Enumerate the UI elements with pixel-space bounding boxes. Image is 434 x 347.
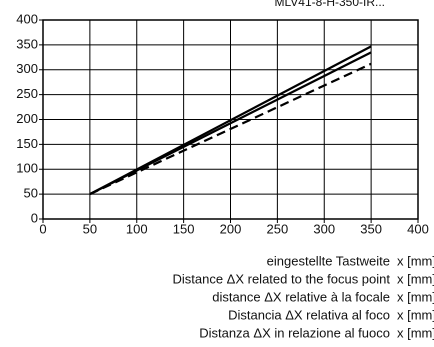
y-tick-label: 50 [24, 186, 38, 201]
caption-label: Distance ΔX related to the focus point [172, 271, 390, 286]
caption-unit: x [mm] [397, 325, 434, 340]
caption-label: distance ΔX relative à la focale [212, 289, 390, 304]
caption-label: Distancia ΔX relativa al foco [228, 307, 390, 322]
x-tick-label: 400 [407, 221, 429, 236]
x-tick-label: 350 [360, 221, 382, 236]
y-tick-label: 250 [16, 86, 38, 101]
series-line [89, 51, 372, 196]
x-tick-label: 300 [313, 221, 335, 236]
y-tick-label: 300 [16, 61, 38, 76]
y-tick-label: 150 [16, 136, 38, 151]
x-tick-label: 200 [220, 221, 242, 236]
y-tick-label: 350 [16, 36, 38, 51]
caption-unit: x [mm] [397, 307, 434, 322]
x-tick-label: 50 [83, 221, 97, 236]
y-tick-label: 100 [16, 161, 38, 176]
x-tick-label: 150 [173, 221, 195, 236]
caption-label: Distanza ΔX in relazione al fuoco [199, 325, 390, 340]
chart-subtitle: MLV41-8-H-350-IR... [275, 0, 385, 9]
caption-unit: x [mm] [397, 289, 434, 304]
x-tick-label: 250 [267, 221, 289, 236]
caption-unit: x [mm] [397, 271, 434, 286]
x-tick-label: 0 [39, 221, 46, 236]
y-tick-label: 400 [16, 11, 38, 26]
plot-frame [42, 19, 419, 220]
caption-label: eingestellte Tastweite [267, 253, 390, 268]
y-tick-label: 200 [16, 111, 38, 126]
caption-unit: x [mm] [397, 253, 434, 268]
y-tick-label: 0 [31, 210, 38, 225]
x-tick-label: 100 [126, 221, 148, 236]
series-line [89, 62, 372, 196]
